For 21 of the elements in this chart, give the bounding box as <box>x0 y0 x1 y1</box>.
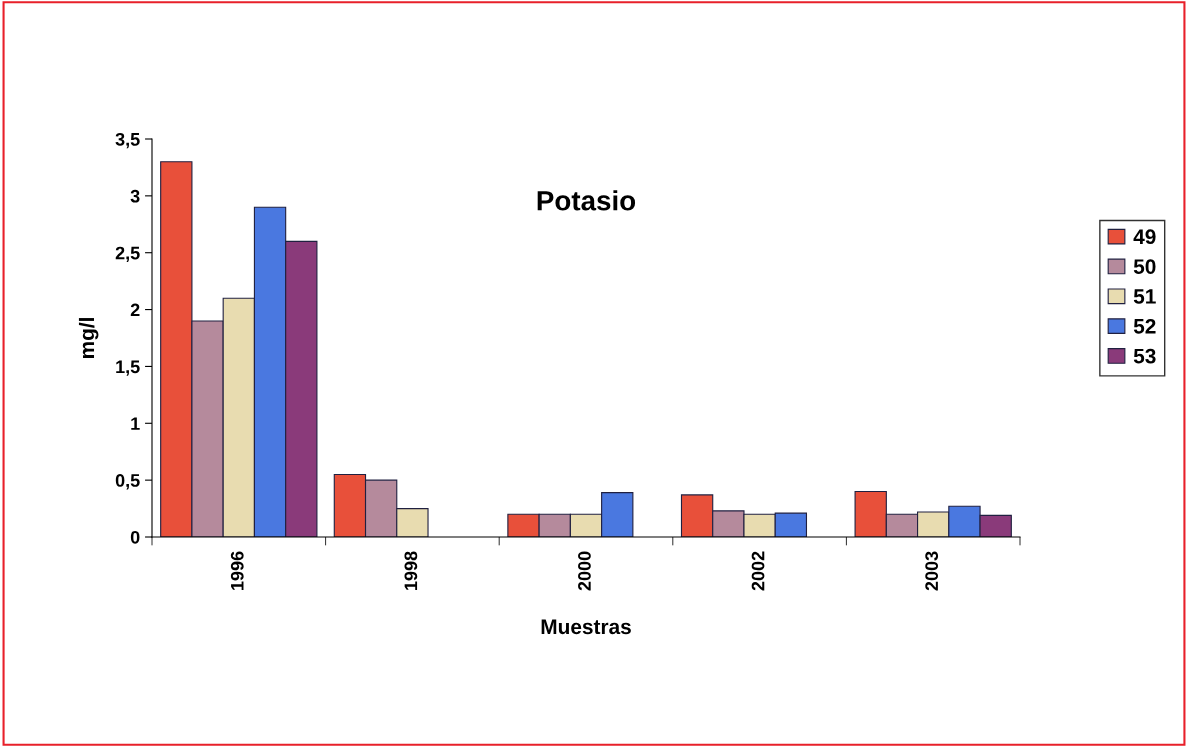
x-axis-title: Muestras <box>541 619 631 635</box>
y-tick-label: 3 <box>130 189 140 203</box>
x-tick-label: 2000 <box>578 551 591 591</box>
y-tick-label: 2,5 <box>115 246 140 263</box>
legend-label: 53 <box>1133 348 1156 364</box>
x-tick-label: 1998 <box>404 551 418 590</box>
y-tick-label: 3,5 <box>115 132 140 149</box>
legend-label: 50 <box>1133 259 1156 274</box>
y-tick-label: 1 <box>131 417 140 430</box>
text: Potasio <box>537 190 636 211</box>
y-axis-title: mg/l <box>78 318 99 359</box>
legend-label: 52 <box>1133 318 1156 334</box>
y-tick-label: 0 <box>130 530 140 544</box>
legend-label: 51 <box>1133 289 1156 304</box>
y-tick-label: 2 <box>130 303 140 317</box>
y-tick-label: 1,5 <box>116 360 140 376</box>
x-tick-label: 1996 <box>230 551 244 590</box>
y-tick-label: 0,5 <box>115 474 140 490</box>
x-tick-label: 2003 <box>925 551 939 591</box>
legend-label: 49 <box>1133 229 1156 245</box>
x-tick-label: 2002 <box>751 551 765 591</box>
